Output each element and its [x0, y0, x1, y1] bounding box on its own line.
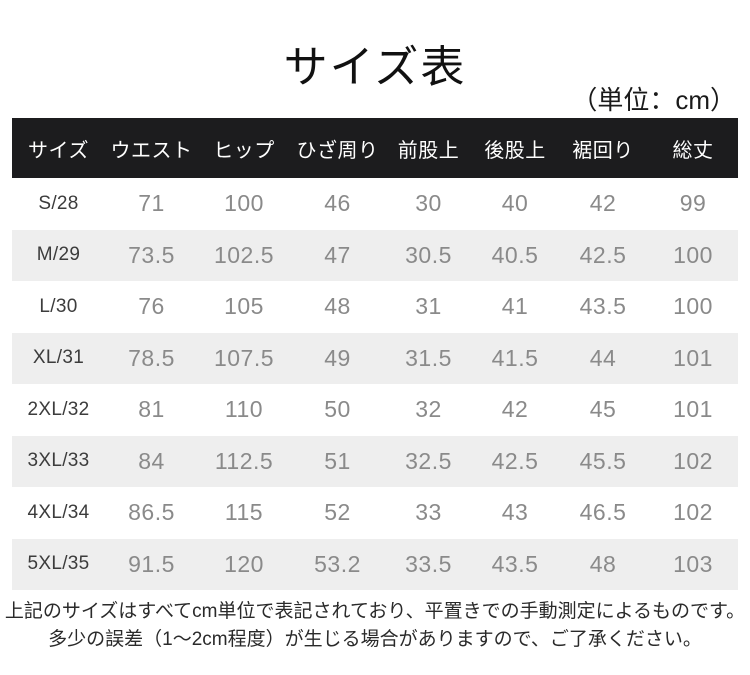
measurement-value: 32 — [415, 396, 442, 423]
footer-note: 上記のサイズはすべてcm単位で表記されており、平置きでの手動測定によるものです。… — [0, 598, 750, 654]
table-row: 5XL/35 91.5 120 53.2 33.5 43.5 48 103 — [12, 538, 738, 590]
measurement-value: 100 — [673, 241, 713, 268]
measurement-value: 102 — [673, 447, 713, 474]
size-label: L/30 — [39, 295, 78, 317]
table-header-row: サイズ ウエスト ヒップ ひざ周り 前股上 後股上 裾回り 総丈 — [12, 118, 738, 178]
measurement-value: 53.2 — [314, 550, 361, 577]
page-title: サイズ表 — [283, 43, 467, 92]
size-label: 5XL/35 — [27, 553, 90, 575]
measurement-value: 101 — [673, 344, 713, 371]
measurement-value: 107.5 — [213, 344, 275, 371]
column-header: 裾回り — [572, 139, 634, 162]
size-label: 2XL/32 — [27, 398, 90, 420]
measurement-value: 120 — [224, 550, 264, 577]
column-header: ヒップ — [213, 139, 275, 162]
measurement-value: 100 — [224, 190, 264, 217]
measurement-value: 51 — [324, 447, 351, 474]
measurement-value: 33.5 — [405, 550, 452, 577]
measurement-value: 44 — [589, 344, 617, 371]
measurement-value: 49 — [324, 344, 351, 371]
measurement-value: 100 — [673, 293, 713, 320]
column-header: 総丈 — [672, 139, 714, 162]
measurement-value: 105 — [224, 293, 264, 320]
measurement-value: 30.5 — [405, 241, 452, 268]
table-row: L/30 76 105 48 31 41 43.5 100 — [12, 281, 738, 333]
measurement-value: 78.5 — [128, 344, 175, 371]
measurement-value: 31.5 — [405, 344, 452, 371]
size-label: XL/31 — [32, 347, 85, 369]
column-header: 後股上 — [484, 139, 546, 162]
size-table: サイズ ウエスト ヒップ ひざ周り 前股上 後股上 裾回り 総丈 S/28 71 100 46 30 4… — [12, 118, 738, 590]
measurement-value: 91.5 — [128, 550, 175, 577]
footer-line-2: 多少の誤差（1～2cm程度）が生じる場合がありますので、ご了承ください。 — [48, 629, 702, 650]
measurement-value: 41 — [501, 293, 529, 320]
measurement-value: 42.5 — [579, 241, 627, 268]
column-header: 前股上 — [397, 139, 460, 162]
measurement-value: 50 — [324, 396, 351, 423]
table-row: 4XL/34 86.5 115 52 33 43 46.5 102 — [12, 487, 738, 539]
measurement-value: 40 — [501, 190, 529, 217]
table-row: 3XL/33 84 112.5 51 32.5 42.5 45.5 102 — [12, 435, 738, 487]
measurement-value: 102.5 — [213, 241, 275, 268]
measurement-value: 41.5 — [491, 344, 539, 371]
table-row: S/28 71 100 46 30 40 42 99 — [12, 178, 738, 230]
measurement-value: 43.5 — [579, 293, 627, 320]
measurement-value: 46 — [324, 190, 351, 217]
measurement-value: 47 — [324, 241, 351, 268]
measurement-value: 81 — [138, 396, 165, 423]
measurement-value: 32.5 — [405, 447, 452, 474]
measurement-value: 99 — [679, 190, 707, 217]
measurement-value: 42 — [589, 190, 617, 217]
table-row: XL/31 78.5 107.5 49 31.5 41.5 44 101 — [12, 332, 738, 384]
measurement-value: 52 — [324, 499, 351, 526]
measurement-value: 115 — [224, 499, 264, 526]
measurement-value: 40.5 — [491, 241, 539, 268]
measurement-value: 102 — [673, 499, 713, 526]
unit-note: （単位：cm） — [571, 85, 736, 115]
measurement-value: 43 — [501, 499, 529, 526]
measurement-value: 84 — [138, 447, 165, 474]
measurement-value: 46.5 — [579, 499, 627, 526]
column-header: サイズ — [28, 139, 89, 162]
measurement-value: 101 — [673, 396, 713, 423]
table-body: S/28 71 100 46 30 40 42 99 M/29 73.5 102.5 47 30.5 40… — [12, 178, 738, 590]
column-header: ウエスト — [110, 139, 193, 162]
measurement-value: 76 — [138, 293, 165, 320]
measurement-value: 33 — [415, 499, 442, 526]
measurement-value: 86.5 — [128, 499, 175, 526]
measurement-value: 42.5 — [491, 447, 539, 474]
size-label: 3XL/33 — [27, 450, 90, 472]
table-row: M/29 73.5 102.5 47 30.5 40.5 42.5 100 — [12, 229, 738, 281]
measurement-value: 42 — [501, 396, 529, 423]
measurement-value: 30 — [415, 190, 442, 217]
footer-line-1: 上記のサイズはすべてcm単位で表記されており、平置きでの手動測定によるものです。 — [4, 601, 746, 622]
measurement-value: 103 — [673, 550, 713, 577]
size-label: 4XL/34 — [27, 501, 90, 523]
measurement-value: 43.5 — [491, 550, 539, 577]
measurement-value: 45.5 — [579, 447, 627, 474]
measurement-value: 110 — [224, 396, 264, 423]
size-label: M/29 — [36, 244, 81, 266]
measurement-value: 73.5 — [128, 241, 175, 268]
table-row: 2XL/32 81 110 50 32 42 45 101 — [12, 384, 738, 436]
measurement-value: 45 — [589, 396, 617, 423]
size-label: S/28 — [38, 192, 79, 214]
measurement-value: 31 — [415, 293, 442, 320]
measurement-value: 71 — [138, 190, 165, 217]
column-header: ひざ周り — [296, 139, 379, 162]
measurement-value: 48 — [324, 293, 351, 320]
measurement-value: 112.5 — [214, 447, 274, 474]
measurement-value: 48 — [589, 550, 617, 577]
